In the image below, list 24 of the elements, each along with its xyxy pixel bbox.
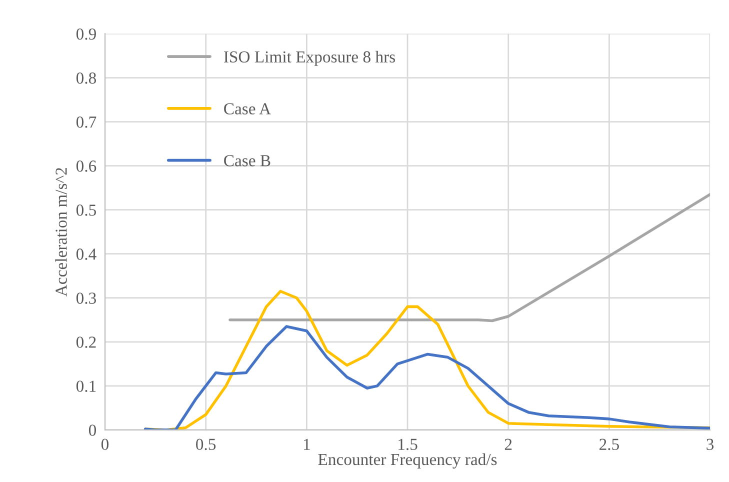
legend-label: ISO Limit Exposure 8 hrs [224, 50, 395, 66]
y-tick-label: 0.2 [76, 336, 96, 348]
legend-label: Case B [224, 155, 270, 166]
x-tick-label: 1.5 [398, 438, 418, 450]
line-series [144, 325, 710, 430]
line-series [228, 193, 710, 322]
y-tick-label: 0.5 [76, 204, 96, 216]
y-tick-label: 0.8 [76, 72, 96, 84]
x-tick-label: 2 [504, 438, 512, 450]
x-tick-label: 3 [706, 438, 714, 450]
x-tick-label: 0.5 [196, 438, 216, 450]
y-tick-label: 0 [88, 424, 96, 436]
x-tick-label: 1 [304, 438, 310, 450]
y-tick-label: 0.7 [76, 116, 96, 128]
y-tick-label: 0.1 [76, 380, 96, 392]
y-tick-label: 0.6 [76, 160, 96, 172]
x-tick-label: 2.5 [600, 438, 619, 450]
y-tick-label: 0.3 [76, 292, 96, 304]
y-tick-label: 0.4 [76, 248, 96, 260]
y-axis-title: Acceleration m/s^2 [55, 168, 67, 296]
legend-label: Case A [224, 103, 271, 114]
x-axis-title: Encounter Frequency rad/s [318, 453, 497, 469]
x-tick-label: 0 [101, 438, 109, 450]
y-tick-label: 0.9 [76, 28, 96, 40]
